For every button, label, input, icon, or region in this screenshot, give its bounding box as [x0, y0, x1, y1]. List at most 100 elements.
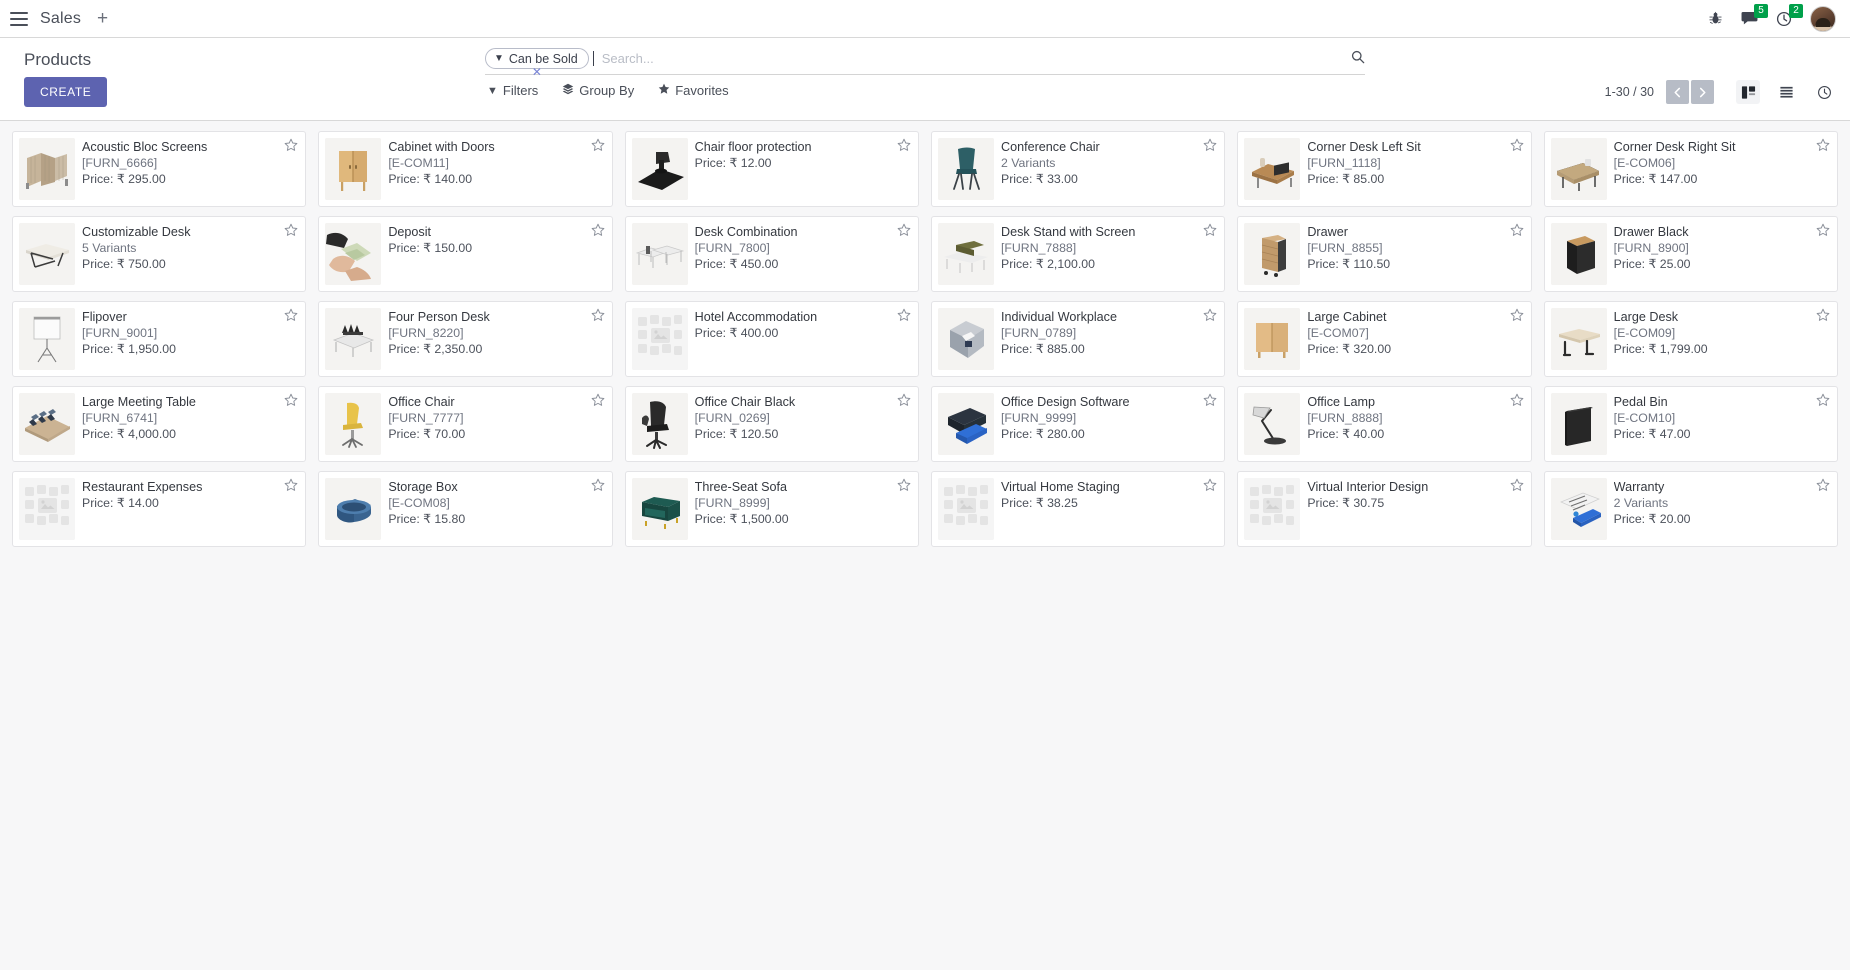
favorites-dropdown[interactable]: Favorites [658, 83, 729, 98]
product-card[interactable]: Pedal Bin [E-COM10] Price: ₹ 47.00 [1543, 386, 1838, 462]
favorite-star-icon[interactable] [1510, 223, 1524, 241]
product-image [938, 138, 994, 200]
kanban-grid: Acoustic Bloc Screens [FURN_6666] Price: ₹… [12, 131, 1838, 547]
favorite-star-icon[interactable] [1510, 478, 1524, 496]
pager-next-button[interactable] [1691, 80, 1714, 104]
product-card[interactable]: Large Desk [E-COM09] Price: ₹ 1,799.00 [1543, 301, 1838, 377]
favorite-star-icon[interactable] [591, 308, 605, 326]
product-card[interactable]: Individual Workplace [FURN_0789] Price: ₹ … [931, 301, 1226, 377]
favorite-star-icon[interactable] [897, 223, 911, 241]
product-card[interactable]: Drawer Black [FURN_8900] Price: ₹ 25.00 [1543, 216, 1838, 292]
search-view[interactable]: ▼ Can be Sold ✕ [485, 46, 1365, 79]
favorite-star-icon[interactable] [1203, 393, 1217, 411]
product-card[interactable]: Corner Desk Right Sit [E-COM06] Price: ₹ 1… [1543, 131, 1838, 207]
new-tab-plus-icon[interactable]: + [97, 8, 109, 29]
product-card[interactable]: Chair floor protection Price: ₹ 12.00 [624, 131, 919, 207]
product-name: Individual Workplace [1001, 310, 1117, 324]
product-card[interactable]: Acoustic Bloc Screens [FURN_6666] Price: ₹… [12, 131, 307, 207]
activities-menu[interactable]: 2 [1776, 3, 1803, 27]
product-card[interactable]: Office Design Software [FURN_9999] Price: … [931, 386, 1226, 462]
favorite-star-icon[interactable] [1203, 138, 1217, 156]
kanban-view: Acoustic Bloc Screens [FURN_6666] Price: ₹… [0, 121, 1850, 970]
favorite-star-icon[interactable] [897, 393, 911, 411]
product-card-body: Office Design Software [FURN_9999] Price: … [1001, 393, 1218, 455]
favorite-star-icon[interactable] [1510, 308, 1524, 326]
favorite-star-icon[interactable] [1816, 393, 1830, 411]
product-card[interactable]: Restaurant Expenses Price: ₹ 14.00 [12, 471, 307, 547]
product-card[interactable]: Large Cabinet [E-COM07] Price: ₹ 320.00 [1237, 301, 1532, 377]
product-card[interactable]: Office Chair [FURN_7777] Price: ₹ 70.00 [318, 386, 613, 462]
product-card[interactable]: Office Chair Black [FURN_0269] Price: ₹ 12… [624, 386, 919, 462]
product-card[interactable]: Three-Seat Sofa [FURN_8999] Price: ₹ 1,500… [624, 471, 919, 547]
pager [1664, 80, 1714, 104]
product-card[interactable]: Four Person Desk [FURN_8220] Price: ₹ 2,35… [318, 301, 613, 377]
product-image [938, 308, 994, 370]
pager-previous-button[interactable] [1666, 80, 1689, 104]
product-card[interactable]: Virtual Home Staging Price: ₹ 38.25 [931, 471, 1226, 547]
facet-remove-icon[interactable]: ✕ [531, 65, 542, 79]
favorite-star-icon[interactable] [1816, 308, 1830, 326]
list-view-button[interactable] [1774, 80, 1798, 104]
product-card[interactable]: Storage Box [E-COM08] Price: ₹ 15.80 [318, 471, 613, 547]
search-facet-can-be-sold[interactable]: ▼ Can be Sold ✕ [485, 48, 589, 79]
product-card[interactable]: Drawer [FURN_8855] Price: ₹ 110.50 [1237, 216, 1532, 292]
bug-icon[interactable] [1708, 11, 1723, 26]
kanban-view-button[interactable] [1736, 80, 1760, 104]
favorite-star-icon[interactable] [591, 223, 605, 241]
favorite-star-icon[interactable] [1816, 223, 1830, 241]
product-code: [E-COM11] [388, 156, 449, 170]
product-card[interactable]: Flipover [FURN_9001] Price: ₹ 1,950.00 [12, 301, 307, 377]
hamburger-icon[interactable] [10, 11, 28, 26]
facet-label: Can be Sold [508, 51, 578, 66]
product-image [19, 478, 75, 540]
favorite-star-icon[interactable] [897, 138, 911, 156]
favorite-star-icon[interactable] [897, 308, 911, 326]
activity-view-button[interactable] [1812, 80, 1836, 104]
product-price: Price: ₹ 4,000.00 [82, 427, 176, 441]
product-code: [FURN_6666] [82, 156, 158, 170]
favorite-star-icon[interactable] [897, 478, 911, 496]
favorite-star-icon[interactable] [1510, 393, 1524, 411]
favorite-star-icon[interactable] [1510, 138, 1524, 156]
favorite-star-icon[interactable] [1203, 223, 1217, 241]
product-card[interactable]: Cabinet with Doors [E-COM11] Price: ₹ 140.… [318, 131, 613, 207]
favorite-star-icon[interactable] [1203, 478, 1217, 496]
product-card[interactable]: Deposit Price: ₹ 150.00 [318, 216, 613, 292]
filters-dropdown[interactable]: ▼ Filters [487, 83, 538, 98]
avatar[interactable] [1810, 5, 1836, 32]
favorite-star-icon[interactable] [591, 478, 605, 496]
search-input[interactable] [593, 51, 1345, 66]
favorite-star-icon[interactable] [1816, 138, 1830, 156]
product-price: Price: ₹ 1,500.00 [694, 512, 789, 526]
favorite-star-icon[interactable] [591, 138, 605, 156]
favorite-star-icon[interactable] [1816, 478, 1830, 496]
product-card[interactable]: Conference Chair 2 Variants Price: ₹ 33.00 [931, 131, 1226, 207]
product-name: Drawer [1307, 225, 1348, 239]
product-card[interactable]: Hotel Accommodation Price: ₹ 400.00 [624, 301, 919, 377]
app-name[interactable]: Sales [40, 9, 82, 27]
favorite-star-icon[interactable] [1203, 308, 1217, 326]
product-image [938, 478, 994, 540]
create-button[interactable]: CREATE [24, 77, 108, 107]
product-card[interactable]: Customizable Desk 5 Variants Price: ₹ 750.… [12, 216, 307, 292]
messages-menu[interactable]: 5 [1741, 4, 1768, 26]
product-code: [FURN_9001] [82, 326, 158, 340]
group-by-dropdown[interactable]: Group By [562, 83, 634, 98]
product-code: [FURN_8999] [694, 496, 770, 510]
favorite-star-icon[interactable] [284, 393, 298, 411]
product-card[interactable]: Desk Combination [FURN_7800] Price: ₹ 450.… [624, 216, 919, 292]
favorite-star-icon[interactable] [284, 308, 298, 326]
favorite-star-icon[interactable] [284, 223, 298, 241]
product-card[interactable]: Virtual Interior Design Price: ₹ 30.75 [1237, 471, 1532, 547]
favorite-star-icon[interactable] [284, 478, 298, 496]
product-card[interactable]: Desk Stand with Screen [FURN_7888] Price: … [931, 216, 1226, 292]
favorite-star-icon[interactable] [591, 393, 605, 411]
favorite-star-icon[interactable] [284, 138, 298, 156]
product-card[interactable]: Large Meeting Table [FURN_6741] Price: ₹ 4… [12, 386, 307, 462]
product-card[interactable]: Office Lamp [FURN_8888] Price: ₹ 40.00 [1237, 386, 1532, 462]
product-card-body: Drawer [FURN_8855] Price: ₹ 110.50 [1307, 223, 1524, 285]
product-card[interactable]: Corner Desk Left Sit [FURN_1118] Price: ₹ … [1237, 131, 1532, 207]
product-image [631, 223, 688, 285]
product-card[interactable]: Warranty 2 Variants Price: ₹ 20.00 [1543, 471, 1838, 547]
search-icon[interactable] [1345, 50, 1365, 67]
